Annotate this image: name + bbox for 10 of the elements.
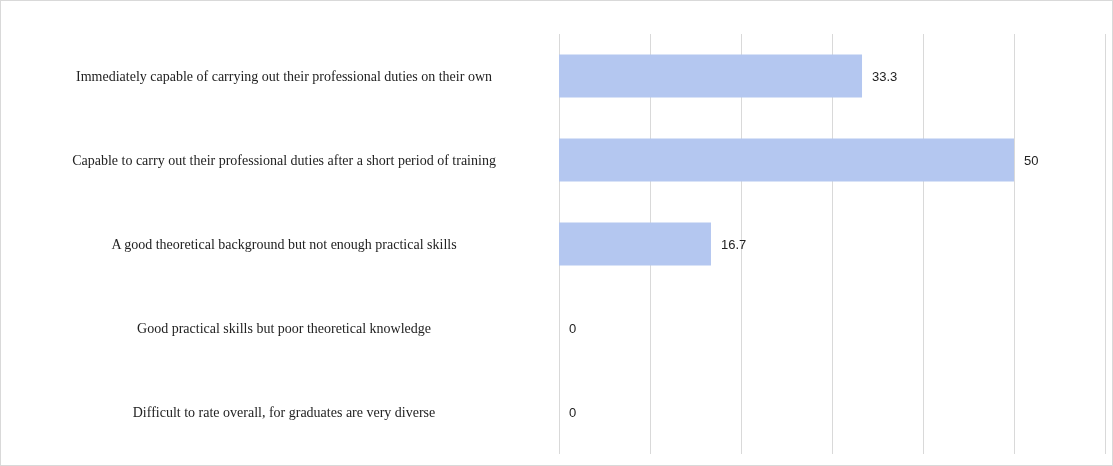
- y-tick-label: Difficult to rate overall, for graduates are very diverse: [132, 404, 436, 420]
- y-tick-label: Immediately capable of carrying out their professional duties on their own: [76, 68, 492, 84]
- data-label: 0: [569, 404, 577, 420]
- y-tick-label: A good theoretical background but not enough practical skills: [111, 236, 457, 252]
- data-label: 16.7: [720, 236, 747, 252]
- data-label: 33.3: [872, 68, 898, 84]
- data-label: 0: [569, 320, 577, 336]
- data-label: 50: [1024, 152, 1039, 168]
- y-tick-label: Good practical skills but poor theoretical knowledge: [137, 320, 431, 336]
- y-tick-label: Capable to carry out their professional duties after a short period of training: [72, 152, 496, 168]
